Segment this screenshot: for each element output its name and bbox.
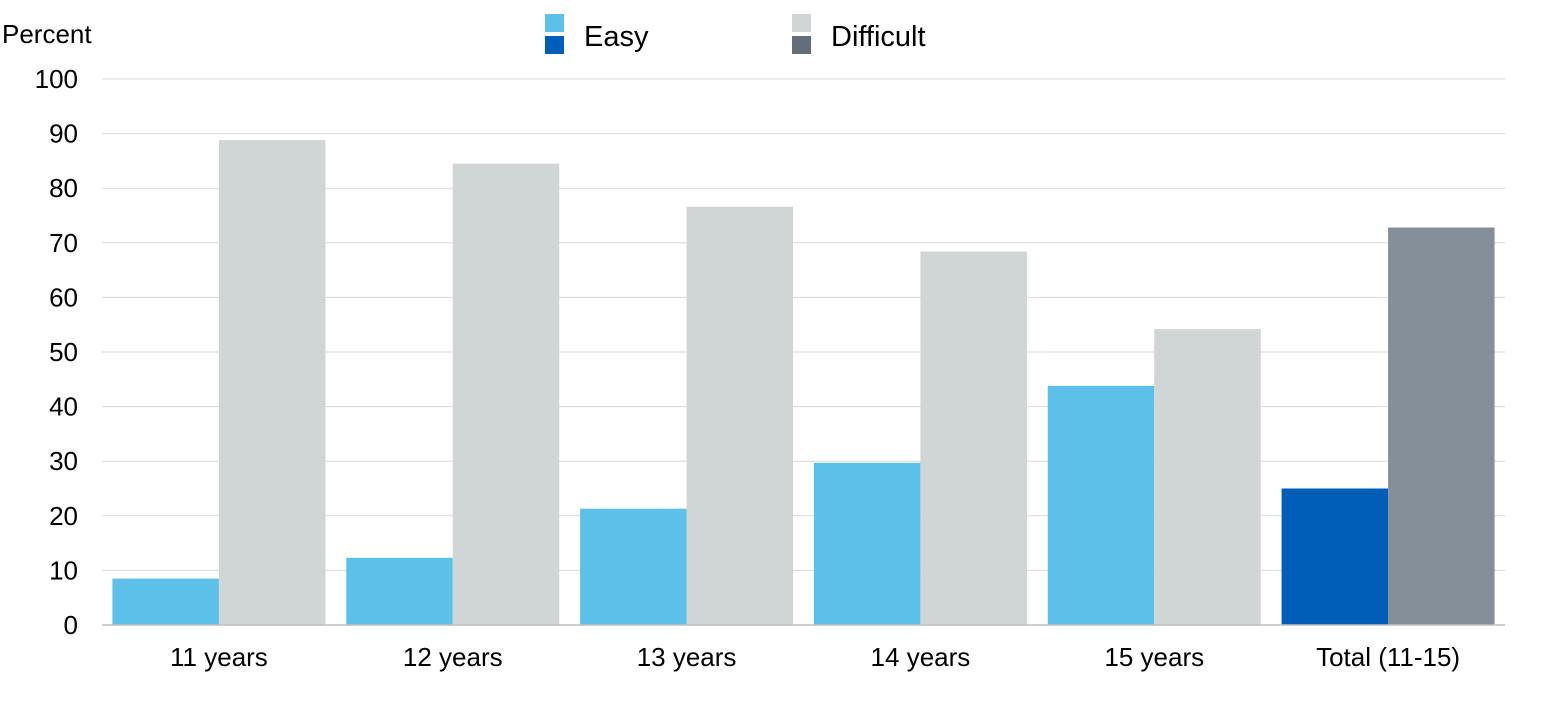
bar-easy-5 [1047,385,1155,625]
bar-easy-1 [112,578,219,625]
y-tick-label: 70 [49,228,78,258]
y-tick-label: 30 [49,446,78,476]
legend-label-easy: Easy [584,21,649,53]
x-tick-label: 13 years [637,642,737,672]
bar-easy-6 [1281,488,1389,625]
bar-difficult-6 [1388,227,1495,625]
bar-difficult-2 [452,163,560,625]
legend: Easy Difficult [545,14,926,54]
x-tick-label: Total (11-15) [1316,642,1460,672]
x-tick-label: 11 years [170,642,268,672]
y-tick-label: 50 [49,337,78,367]
x-axis-labels: 11 years 12 years 13 years 14 years 15 years… [170,642,1460,672]
y-tick-label: 20 [49,501,78,531]
y-tick-label: 0 [64,610,78,640]
gridlines [102,78,1505,571]
bar-easy-4 [813,462,921,625]
y-tick-label: 90 [49,119,78,149]
y-tick-label: 60 [49,282,78,312]
bar-difficult-5 [1154,329,1261,625]
bar-difficult-3 [686,206,794,625]
x-tick-label: 14 years [871,642,971,672]
bars [112,140,1495,626]
y-tick-label: 80 [49,173,78,203]
y-axis-label: Percent [2,19,92,49]
bar-easy-3 [580,508,687,625]
x-tick-label: 15 years [1104,642,1204,672]
legend-swatch-easy-total [545,36,564,54]
x-tick-label: 12 years [403,642,503,672]
legend-swatch-difficult-age [792,14,811,32]
y-tick-label: 100 [35,64,78,94]
bar-difficult-1 [218,140,326,626]
legend-swatch-difficult-total [792,36,811,54]
y-tick-label: 40 [49,392,78,422]
bar-easy-2 [346,557,453,625]
y-axis-ticks: 0 10 20 30 40 50 60 70 80 90 100 [35,64,78,640]
legend-swatch-easy-age [545,14,564,32]
y-tick-label: 10 [49,555,78,585]
bar-difficult-4 [920,251,1027,625]
legend-label-difficult: Difficult [831,21,926,53]
